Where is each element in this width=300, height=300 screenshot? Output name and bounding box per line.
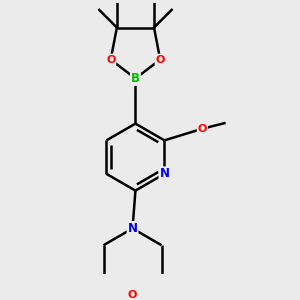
Text: O: O — [106, 55, 116, 64]
Text: O: O — [128, 290, 137, 300]
Text: N: N — [159, 167, 170, 180]
Text: O: O — [198, 124, 207, 134]
Text: N: N — [128, 222, 137, 235]
Text: B: B — [131, 72, 140, 85]
Text: O: O — [155, 55, 165, 64]
